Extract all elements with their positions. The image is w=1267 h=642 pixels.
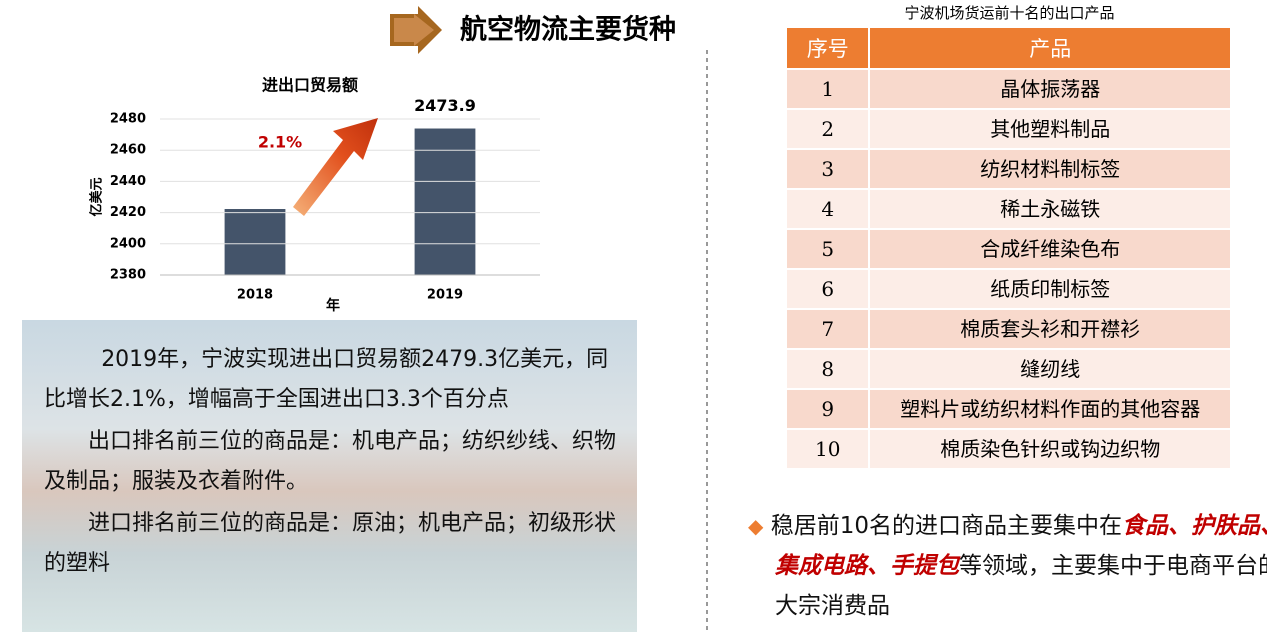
- y-tick-label: 2400: [110, 236, 146, 251]
- text-box: 2019年，宁波实现进出口贸易额2479.3亿美元，同比增长2.1%，增幅高于全…: [22, 320, 637, 632]
- y-tick-label: 2460: [110, 143, 146, 158]
- bullet: ◆ 稳居前10名的进口商品主要集中在食品、护肤品、集成电路、手提包等领域，主要集…: [748, 506, 1267, 626]
- bullet-text: 稳居前10名的进口商品主要集中在: [770, 513, 1122, 539]
- table-cell: 4: [787, 188, 871, 229]
- table-cell: 晶体振荡器: [869, 68, 1232, 109]
- paragraph: 出口排名前三位的商品是：机电产品；纺织纱线、织物及制品；服装及衣着附件。: [44, 429, 617, 494]
- paragraph: 进口排名前三位的商品是：原油；机电产品；初级形状的塑料: [44, 511, 617, 576]
- header-arrow-inner: [394, 14, 434, 46]
- table-row: 4 稀土永磁铁: [787, 188, 1232, 229]
- x-axis-label: 年: [326, 297, 340, 314]
- table-title: 宁波机场货运前十名的出口产品: [904, 4, 1115, 22]
- y-tick-label: 2440: [110, 174, 146, 189]
- table-cell: 棉质染色针织或钩边织物: [869, 428, 1232, 468]
- table-cell: 其他塑料制品: [869, 108, 1232, 149]
- table-cell: 塑料片或纺织材料作面的其他容器: [869, 388, 1232, 429]
- bullet-highlight: 食品、护肤品、集成电路、手提包: [775, 513, 1267, 579]
- table-cell: 5: [787, 228, 871, 269]
- table-cell: 纸质印制标签: [869, 268, 1232, 309]
- table-row: 3 纺织材料制标签: [787, 148, 1232, 189]
- table: 序号 产品 1 晶体振荡器 2 其他塑料制品 3 纺织材料制标签 4 稀土永磁铁 5 合成纤维染色…: [787, 28, 1232, 468]
- table-cell: 7: [787, 308, 871, 349]
- bar: [414, 128, 476, 275]
- table-cell: 缝纫线: [869, 348, 1232, 389]
- table-cell: 6: [787, 268, 871, 309]
- bullet-icon: ◆: [748, 514, 764, 538]
- chart-title: 进出口贸易额: [262, 76, 358, 95]
- table-header: 产品: [869, 28, 1232, 69]
- table-cell: 8: [787, 348, 871, 389]
- bar: [224, 209, 286, 275]
- annotation: 2.1%: [258, 133, 302, 152]
- table-cell: 稀土永磁铁: [869, 188, 1232, 229]
- table-row: 10 棉质染色针织或钩边织物: [787, 428, 1232, 468]
- table-row: 2 其他塑料制品: [787, 108, 1232, 149]
- table-cell: 3: [787, 148, 871, 189]
- table-row: 5 合成纤维染色布: [787, 228, 1232, 269]
- x-tick-label: 2019: [427, 288, 463, 303]
- table-row: 8 缝纫线: [787, 348, 1232, 389]
- table-row: 1 晶体振荡器: [787, 68, 1232, 109]
- table-cell: 2: [787, 108, 871, 149]
- table-header: 序号: [787, 28, 871, 69]
- y-tick-label: 2380: [110, 268, 146, 283]
- bullet-text: 等领域，主要集中于电商平台的大宗消费品: [775, 553, 1267, 619]
- table-cell: 1: [787, 68, 871, 109]
- data-label: 2473.9: [414, 96, 476, 115]
- table-cell: 10: [787, 428, 871, 468]
- y-tick-label: 2480: [110, 112, 146, 127]
- table-row: 6 纸质印制标签: [787, 268, 1232, 309]
- y-tick-label: 2420: [110, 205, 146, 220]
- y-axis-label: 亿美元: [89, 177, 105, 216]
- table-cell: 合成纤维染色布: [869, 228, 1232, 269]
- table-row: 9 塑料片或纺织材料作面的其他容器: [787, 388, 1232, 429]
- table-row: 7 棉质套头衫和开襟衫: [787, 308, 1232, 349]
- growth-arrow: [293, 118, 378, 216]
- header-title: 航空物流主要货种: [460, 14, 676, 46]
- paragraph: 2019年，宁波实现进出口贸易额2479.3亿美元，同比增长2.1%，增幅高于全…: [44, 347, 609, 412]
- table-cell: 9: [787, 388, 871, 429]
- table-cell: 棉质套头衫和开襟衫: [869, 308, 1232, 349]
- table-cell: 纺织材料制标签: [869, 148, 1232, 189]
- x-tick-label: 2018: [237, 288, 273, 303]
